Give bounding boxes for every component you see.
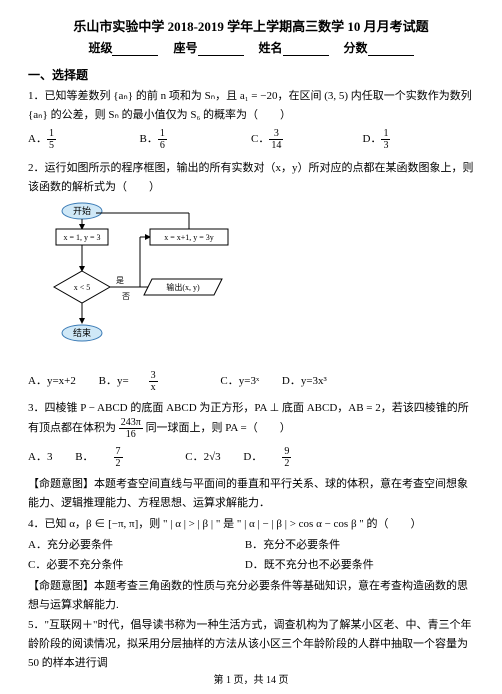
q4-text: 4．已知 α，β ∈ [−π, π]，则 " | α | > | β | " 是… — [28, 515, 474, 534]
exam-title: 乐山市实验中学 2018-2019 学年上学期高三数学 10 月月考试题 — [28, 16, 474, 35]
flow-yes: 是 — [116, 276, 124, 285]
flow-cond: x < 5 — [74, 283, 91, 292]
q3-opt-d: D．92 — [243, 451, 331, 463]
label-score: 分数 — [344, 41, 368, 55]
label-class: 班级 — [88, 41, 112, 55]
q4-options-row2: C．必要不充分条件 D．既不充分也不必要条件 — [28, 556, 474, 575]
label-name: 姓名 — [259, 41, 283, 55]
q1-options: A．15 B．16 C．314 D．13 — [28, 128, 474, 151]
q2-opt-b: B．y=3x — [99, 375, 198, 387]
q1-opt-c: C．314 — [251, 128, 363, 151]
q2-opt-c: C．y=3ˣ — [220, 375, 259, 387]
q2-opt-d: D．y=3x³ — [282, 375, 327, 387]
header-fields: 班级 座号 姓名 分数 — [28, 39, 474, 56]
q4-opt-a: A．充分必要条件 — [28, 536, 242, 555]
page-footer: 第 1 页，共 14 页 — [0, 671, 502, 686]
q2-options: A．y=x+2 B．y=3x C．y=3ˣ D．y=3x³ — [28, 370, 474, 393]
q4-opt-c: C．必要不充分条件 — [28, 556, 242, 575]
q2-flowchart: 开始 x = 1, y = 3 x < 5 是 x = x+1, y = 3y … — [52, 201, 474, 364]
q2-opt-a: A．y=x+2 — [28, 375, 76, 387]
q1-opt-d: D．13 — [363, 128, 475, 151]
q4-options-row1: A．充分必要条件 B．充分不必要条件 — [28, 536, 474, 555]
q3-opt-b: B．72 — [75, 451, 162, 463]
q4-note: 【命题意图】本题考查三角函数的性质与充分必要条件等基础知识，意在考查构造函数的思… — [28, 577, 474, 614]
q3-text: 3．四棱锥 P − ABCD 的底面 ABCD 为正方形，PA ⊥ 底面 ABC… — [28, 399, 474, 441]
q1-text: 1．已知等差数列 {aₙ} 的前 n 项和为 Sₙ，且 a₁ = −20，在区间… — [28, 87, 474, 124]
flow-out: 输出(x, y) — [166, 282, 200, 292]
q5-text: 5．"互联网＋"时代，倡导读书称为一种生活方式，调查机构为了解某小区老、中、青三… — [28, 616, 474, 672]
flow-init: x = 1, y = 3 — [63, 233, 100, 242]
q1-opt-a: A．15 — [28, 128, 140, 151]
section-1-heading: 一、选择题 — [28, 66, 474, 83]
flow-update: x = x+1, y = 3y — [164, 233, 214, 242]
label-seat: 座号 — [173, 41, 197, 55]
q3-opt-a: A．3 — [28, 451, 52, 463]
flow-start: 开始 — [73, 205, 91, 216]
q4-opt-b: B．充分不必要条件 — [245, 539, 340, 551]
q3-options: A．3 B．72 C．2√3 D．92 — [28, 446, 474, 469]
q3-note: 【命题意图】本题考查空间直线与平面间的垂直和平行关系、球的体积，意在考查空间想象… — [28, 475, 474, 512]
q3-opt-c: C．2√3 — [185, 451, 220, 463]
q1-opt-b: B．16 — [140, 128, 252, 151]
q4-opt-d: D．既不充分也不必要条件 — [245, 559, 374, 571]
flow-no: 否 — [122, 292, 130, 301]
q2-text: 2．运行如图所示的程序框图，输出的所有实数对（x，y）所对应的点都在某函数图象上… — [28, 159, 474, 196]
flow-end: 结束 — [73, 327, 91, 338]
